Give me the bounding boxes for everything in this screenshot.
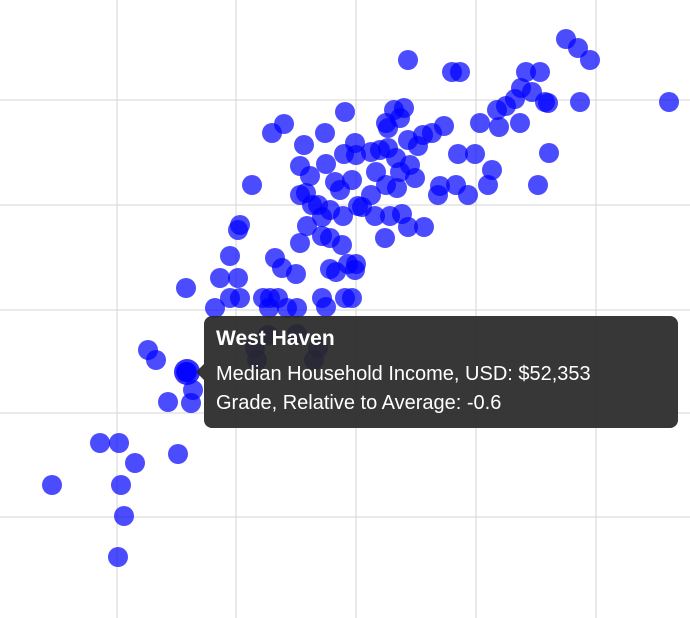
data-point[interactable] [230,288,250,308]
data-point[interactable] [230,215,250,235]
data-point[interactable] [228,268,248,288]
data-point[interactable] [158,392,178,412]
data-point[interactable] [294,135,314,155]
data-point[interactable] [259,298,279,318]
data-point[interactable] [430,176,450,196]
data-point[interactable] [342,170,362,190]
tooltip-income: Median Household Income, USD: $52,353 [216,363,591,385]
data-point[interactable] [375,228,395,248]
data-point[interactable] [108,547,128,567]
data-point[interactable] [539,143,559,163]
data-point[interactable] [315,123,335,143]
data-point[interactable] [400,155,420,175]
data-point[interactable] [361,185,381,205]
data-point[interactable] [220,246,240,266]
data-point[interactable] [398,217,418,237]
data-point[interactable] [316,154,336,174]
data-point[interactable] [316,297,336,317]
data-point[interactable] [516,62,536,82]
data-point[interactable] [109,433,129,453]
data-point[interactable] [442,62,462,82]
data-point[interactable] [365,206,385,226]
data-point[interactable] [530,62,550,82]
data-point[interactable] [458,185,478,205]
data-point[interactable] [434,116,454,136]
data-point[interactable] [478,175,498,195]
data-point[interactable] [580,50,600,70]
data-point[interactable] [176,278,196,298]
data-point[interactable] [489,117,509,137]
data-point[interactable] [274,114,294,134]
tooltip-grade: Grade, Relative to Average: -0.6 [216,392,502,414]
data-point[interactable] [366,162,386,182]
data-point[interactable] [538,93,558,113]
data-point[interactable] [342,288,362,308]
data-point[interactable] [242,175,262,195]
data-point[interactable] [111,475,131,495]
data-point[interactable] [332,235,352,255]
data-point[interactable] [370,140,390,160]
data-point[interactable] [345,260,365,280]
tooltip: West Haven Median Household Income, USD:… [196,316,678,428]
data-point[interactable] [510,113,530,133]
data-point[interactable] [398,130,418,150]
data-point[interactable] [210,268,230,288]
data-point[interactable] [528,175,548,195]
data-point[interactable] [114,506,134,526]
data-point[interactable] [376,113,396,133]
data-points[interactable] [42,29,679,567]
data-point[interactable] [146,350,166,370]
data-point[interactable] [181,393,201,413]
data-point[interactable] [205,298,225,318]
data-point[interactable] [465,144,485,164]
data-point[interactable] [448,144,468,164]
data-point[interactable] [286,264,306,284]
data-point[interactable] [290,233,310,253]
tooltip-title: West Haven [216,327,335,350]
data-point[interactable] [287,298,307,318]
data-point[interactable] [570,92,590,112]
data-point[interactable] [300,166,320,186]
data-point[interactable] [482,160,502,180]
data-point[interactable] [346,145,366,165]
data-point[interactable] [335,102,355,122]
data-point[interactable] [387,178,407,198]
data-point[interactable] [125,453,145,473]
data-point[interactable] [659,92,679,112]
data-point[interactable] [333,206,353,226]
data-point[interactable] [414,217,434,237]
data-point[interactable] [394,98,414,118]
data-point[interactable] [398,50,418,70]
data-point[interactable] [297,216,317,236]
data-point[interactable] [168,444,188,464]
data-point[interactable] [470,113,490,133]
data-point[interactable] [90,433,110,453]
highlighted-point[interactable] [174,359,200,385]
data-point[interactable] [42,475,62,495]
